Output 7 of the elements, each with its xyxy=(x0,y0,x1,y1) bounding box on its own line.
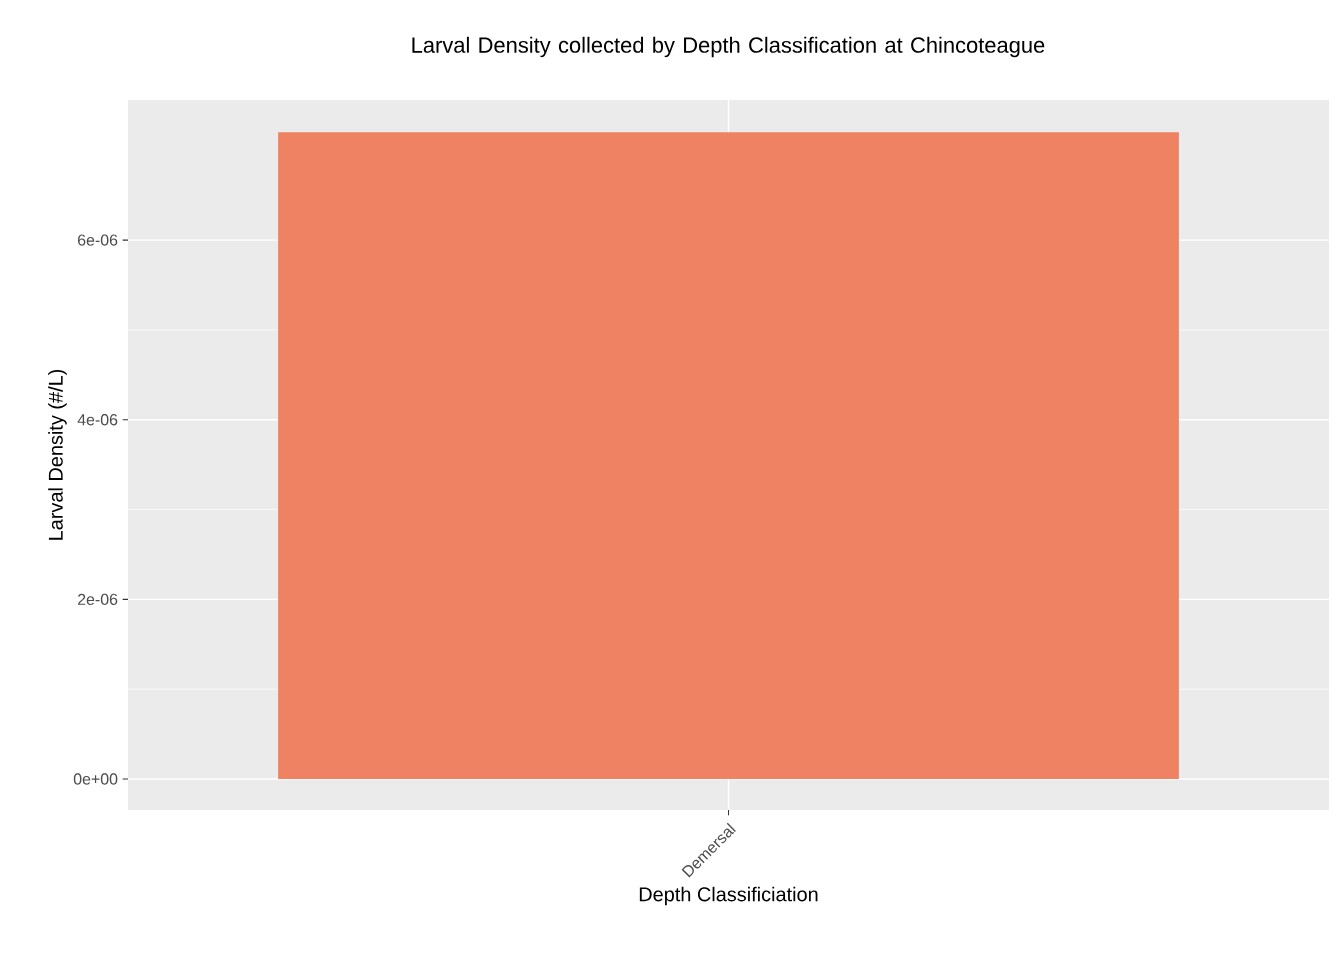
y-tick-label: 2e-06 xyxy=(78,593,118,606)
chart-title: Larval Density collected by Depth Classification at Chincoteague xyxy=(412,36,1045,58)
y-tick-label: 4e-06 xyxy=(77,414,118,426)
x-axis-title: Depth Classificiation xyxy=(639,886,818,906)
y-tick-label: 0e+00 xyxy=(73,773,118,785)
y-tick-label: 6e-06 xyxy=(78,234,118,246)
y-axis-title: Larval Density (#/L) xyxy=(48,369,67,540)
